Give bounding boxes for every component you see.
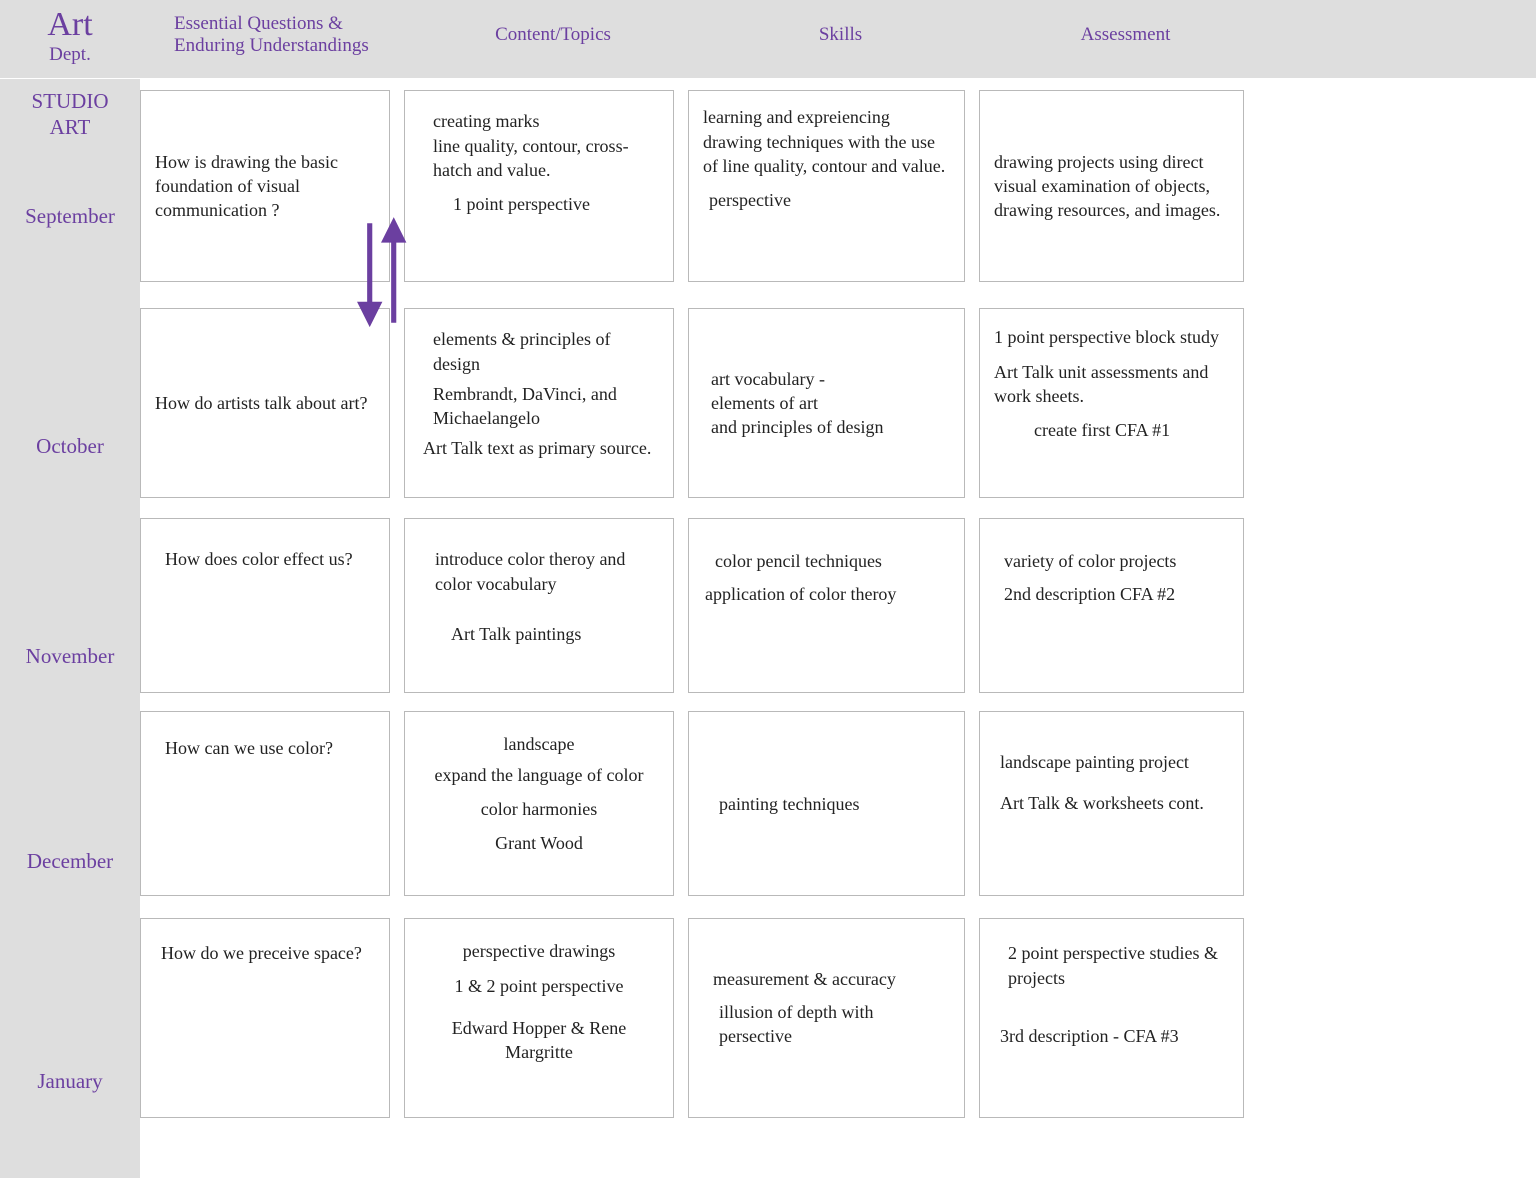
cell-skills: color pencil techniques application of c… [688,518,965,693]
cell-eq: How does color effect us? [140,518,390,693]
side-month-sep: September [0,204,140,229]
cell-eq: How do we preceive space? [140,918,390,1118]
row-october: How do artists talk about art? elements … [140,308,1244,498]
content-c: color harmonies [419,797,659,821]
skills-a: color pencil techniques [715,549,950,573]
skills-a: measurement & accuracy [713,967,950,991]
cell-skills: measurement & accuracy illusion of depth… [688,918,965,1118]
row-september: How is drawing the basic foundation of v… [140,90,1244,282]
col-head-skills: Skills [702,24,979,46]
skills-c: and principles of design [711,415,950,439]
skills-a: learning and expreiencing drawing techni… [703,105,950,178]
assess-c: create first CFA #1 [994,418,1229,442]
content-c: Art Talk text as primary source. [423,436,659,460]
assess-a: 1 point perspective block study [994,325,1229,349]
col-head-eq: Essential Questions & Enduring Understan… [154,13,404,57]
content-a: elements & principles of design [433,327,659,376]
cell-assess: drawing projects using direct visual exa… [979,90,1244,282]
cell-content: elements & principles of design Rembrand… [404,308,674,498]
cell-content: introduce color theroy and color vocabul… [404,518,674,693]
body-area: STUDIO ART September October November De… [0,78,1536,1178]
assess-a: drawing projects using direct visual exa… [994,150,1229,223]
eq-text: How do artists talk about art? [155,391,375,415]
side-course-a: STUDIO [0,89,140,114]
assess-a: 2 point perspective studies & projects [1008,941,1229,990]
content-grid: How is drawing the basic foundation of v… [140,78,1536,1178]
side-month-oct: October [0,434,140,459]
content-b: 1 & 2 point perspective [419,974,659,998]
eq-text: How does color effect us? [165,547,375,571]
title-sub: Dept. [0,45,140,66]
content-b: expand the language of color [419,763,659,787]
content-a: creating marks [433,109,659,133]
content-c: Edward Hopper & Rene Margritte [419,1016,659,1065]
content-a: perspective drawings [419,939,659,963]
skills-a: painting techniques [719,792,950,816]
cell-skills: painting techniques [688,711,965,896]
title-main: Art [0,6,140,43]
sidebar: STUDIO ART September October November De… [0,78,140,1178]
skills-b: perspective [703,188,950,212]
side-month-jan: January [0,1069,140,1094]
eq-text: How do we preceive space? [161,941,375,965]
row-january: How do we preceive space? perspective dr… [140,918,1244,1118]
assess-b: Art Talk unit assessments and work sheet… [994,360,1229,409]
cell-assess: variety of color projects 2nd descriptio… [979,518,1244,693]
content-d: Grant Wood [419,831,659,855]
skills-b: elements of art [711,391,950,415]
col-head-assessment: Assessment [993,24,1258,46]
eq-text: How is drawing the basic foundation of v… [155,150,375,223]
content-b: Art Talk paintings [435,622,659,646]
assess-b: 3rd description - CFA #3 [1000,1024,1229,1048]
cell-eq: How can we use color? [140,711,390,896]
side-course-b: ART [0,115,140,140]
cell-assess: landscape painting project Art Talk & wo… [979,711,1244,896]
cell-eq: How is drawing the basic foundation of v… [140,90,390,282]
col-head-content: Content/Topics [418,24,688,46]
content-c: 1 point perspective [433,192,659,216]
cell-skills: learning and expreiencing drawing techni… [688,90,965,282]
row-november: How does color effect us? introduce colo… [140,518,1244,693]
cell-assess: 1 point perspective block study Art Talk… [979,308,1244,498]
skills-b: application of color theroy [705,582,950,606]
content-a: landscape [419,732,659,756]
eq-text: How can we use color? [165,736,375,760]
cell-content: perspective drawings 1 & 2 point perspec… [404,918,674,1118]
assess-a: landscape painting project [1000,750,1229,774]
curriculum-map: Art Dept. Essential Questions & Enduring… [0,0,1536,1178]
row-december: How can we use color? landscape expand t… [140,711,1244,896]
cell-content: creating marks line quality, contour, cr… [404,90,674,282]
header-row: Art Dept. Essential Questions & Enduring… [0,0,1536,78]
cell-eq: How do artists talk about art? [140,308,390,498]
content-b: Rembrandt, DaVinci, and Michaelangelo [433,382,659,431]
assess-b: 2nd description CFA #2 [1004,582,1229,606]
assess-a: variety of color projects [1004,549,1229,573]
side-month-dec: December [0,849,140,874]
content-a: introduce color theroy and color vocabul… [435,547,659,596]
assess-b: Art Talk & worksheets cont. [1000,791,1229,815]
content-b: line quality, contour, cross-hatch and v… [433,134,659,183]
cell-content: landscape expand the language of color c… [404,711,674,896]
side-month-nov: November [0,644,140,669]
skills-a: art vocabulary - [711,367,950,391]
cell-skills: art vocabulary - elements of art and pri… [688,308,965,498]
dept-title: Art Dept. [0,4,140,66]
cell-assess: 2 point perspective studies & projects 3… [979,918,1244,1118]
skills-b: illusion of depth with persective [713,1000,950,1049]
